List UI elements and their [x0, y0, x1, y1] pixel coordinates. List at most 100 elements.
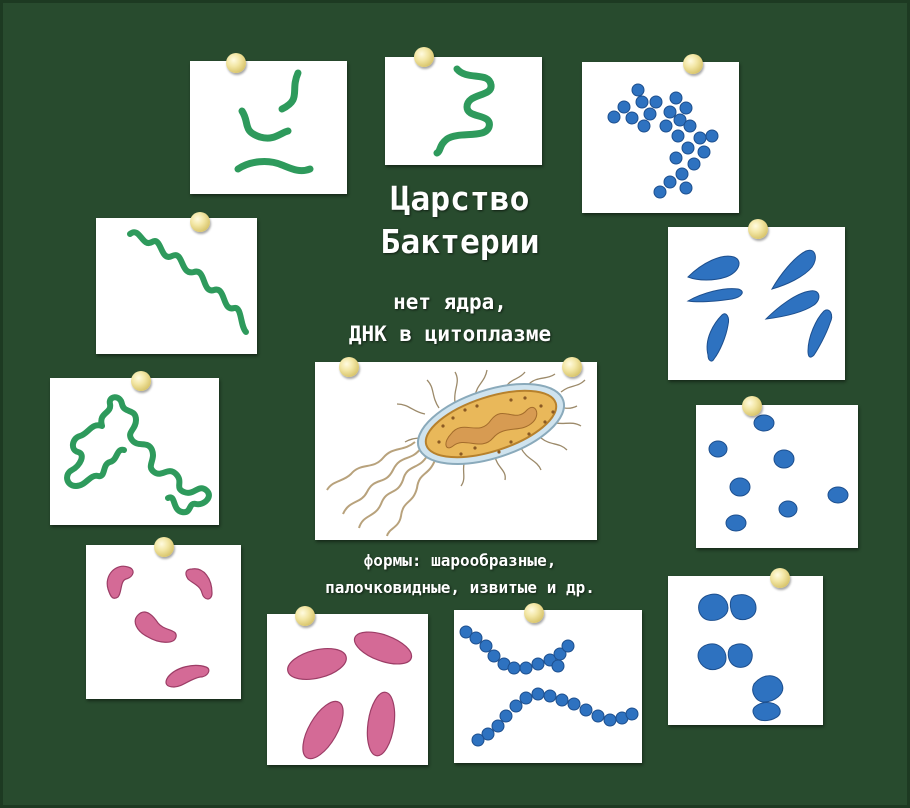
club-rod	[687, 255, 740, 281]
diplococcus-illustration	[697, 593, 784, 721]
spirillum-illustration	[433, 65, 495, 157]
coccus	[671, 129, 685, 143]
forms-line-1: формы: шарообразные,	[363, 551, 557, 570]
pin	[131, 371, 151, 391]
properties-line-2: ДНК в цитоплазме	[348, 322, 552, 346]
coccus	[663, 175, 677, 189]
card-corynebacterium	[668, 227, 845, 380]
bacillus	[366, 691, 396, 757]
diplococcus-half	[752, 675, 784, 703]
coccus	[673, 113, 687, 127]
bacillus	[302, 700, 344, 760]
coccus	[679, 181, 693, 195]
coccus	[778, 500, 798, 518]
bacillus	[353, 631, 413, 665]
pin	[414, 47, 434, 67]
curved-rod	[165, 664, 210, 688]
coccus	[631, 83, 645, 97]
flagella	[326, 441, 436, 537]
card-curved-rods	[86, 545, 241, 699]
coccus	[663, 105, 677, 119]
pin	[562, 357, 582, 377]
coccus	[635, 95, 649, 109]
coccus	[693, 131, 707, 145]
bacterium-cell-illustration	[326, 369, 586, 537]
coccus	[687, 157, 701, 171]
coccus	[643, 107, 657, 121]
forms-line-2: палочковидные, извитые и др.	[325, 578, 595, 597]
pin	[524, 603, 544, 623]
coccus	[653, 185, 667, 199]
coccus	[681, 141, 695, 155]
coccus	[708, 440, 728, 458]
coccus	[705, 129, 719, 143]
spirillum	[433, 65, 495, 157]
club-rod	[764, 290, 820, 320]
spirochete-illustration	[127, 229, 249, 335]
card-staphylococcus	[582, 62, 739, 213]
club-rod	[706, 313, 729, 362]
coccus	[675, 167, 689, 181]
coccus	[679, 101, 693, 115]
vibrio-illustration	[234, 69, 314, 175]
nucleoid	[445, 406, 538, 449]
coccus	[659, 119, 673, 133]
coccus	[607, 110, 621, 124]
curved-rod	[134, 611, 177, 643]
pin	[154, 537, 174, 557]
bacilli-illustration	[287, 631, 413, 760]
pin	[339, 357, 359, 377]
pin	[770, 568, 790, 588]
coccus	[649, 95, 663, 109]
card-bacterium-cell	[315, 362, 597, 540]
card-spirochete	[96, 218, 257, 354]
club-rod	[686, 288, 743, 303]
curved-rods-illustration	[106, 565, 213, 688]
coccus	[669, 91, 683, 105]
card-streptococcus	[454, 610, 642, 763]
ribosomes	[437, 396, 555, 456]
corynebacterium-illustration	[686, 249, 833, 362]
card-coiled-spirochete	[50, 378, 219, 525]
coccus	[617, 100, 631, 114]
diplococcus-half	[729, 594, 757, 621]
spirochete	[127, 229, 249, 335]
card-diplococcus	[668, 576, 823, 725]
title-line-2: Бактерии	[380, 222, 540, 261]
coccus	[827, 486, 849, 504]
vibrio-1	[278, 69, 302, 113]
diplococcus-half	[697, 643, 727, 671]
bacillus	[287, 647, 347, 681]
coiled-spirochete-illustration	[64, 394, 212, 516]
coiled-spirochete	[64, 394, 212, 516]
properties-line-1: нет ядра,	[393, 290, 507, 314]
diplococcus-half	[698, 593, 729, 621]
title-line-1: Царство	[390, 179, 530, 218]
diplococcus-half	[727, 643, 753, 668]
vibrio-3	[234, 158, 314, 175]
pin	[295, 606, 315, 626]
coccus	[753, 414, 775, 432]
staphylococcus-illustration	[607, 83, 719, 199]
card-bacilli	[267, 614, 428, 765]
coccus	[637, 119, 651, 133]
coccus	[697, 145, 711, 159]
card-vibrio	[190, 61, 347, 194]
pin	[683, 54, 703, 74]
pin	[190, 212, 210, 232]
card-spirillum	[385, 57, 542, 165]
pin	[226, 53, 246, 73]
pin	[742, 396, 762, 416]
coccus	[683, 119, 697, 133]
club-rod	[770, 249, 816, 290]
cocci-illustration	[708, 414, 849, 532]
streptococcus-illustration	[459, 625, 639, 747]
coccus	[625, 111, 639, 125]
coccus	[669, 151, 683, 165]
vibrio-2	[238, 107, 292, 142]
pin	[748, 219, 768, 239]
coccus	[725, 514, 747, 532]
curved-rod	[106, 565, 134, 599]
club-rod	[807, 309, 833, 358]
